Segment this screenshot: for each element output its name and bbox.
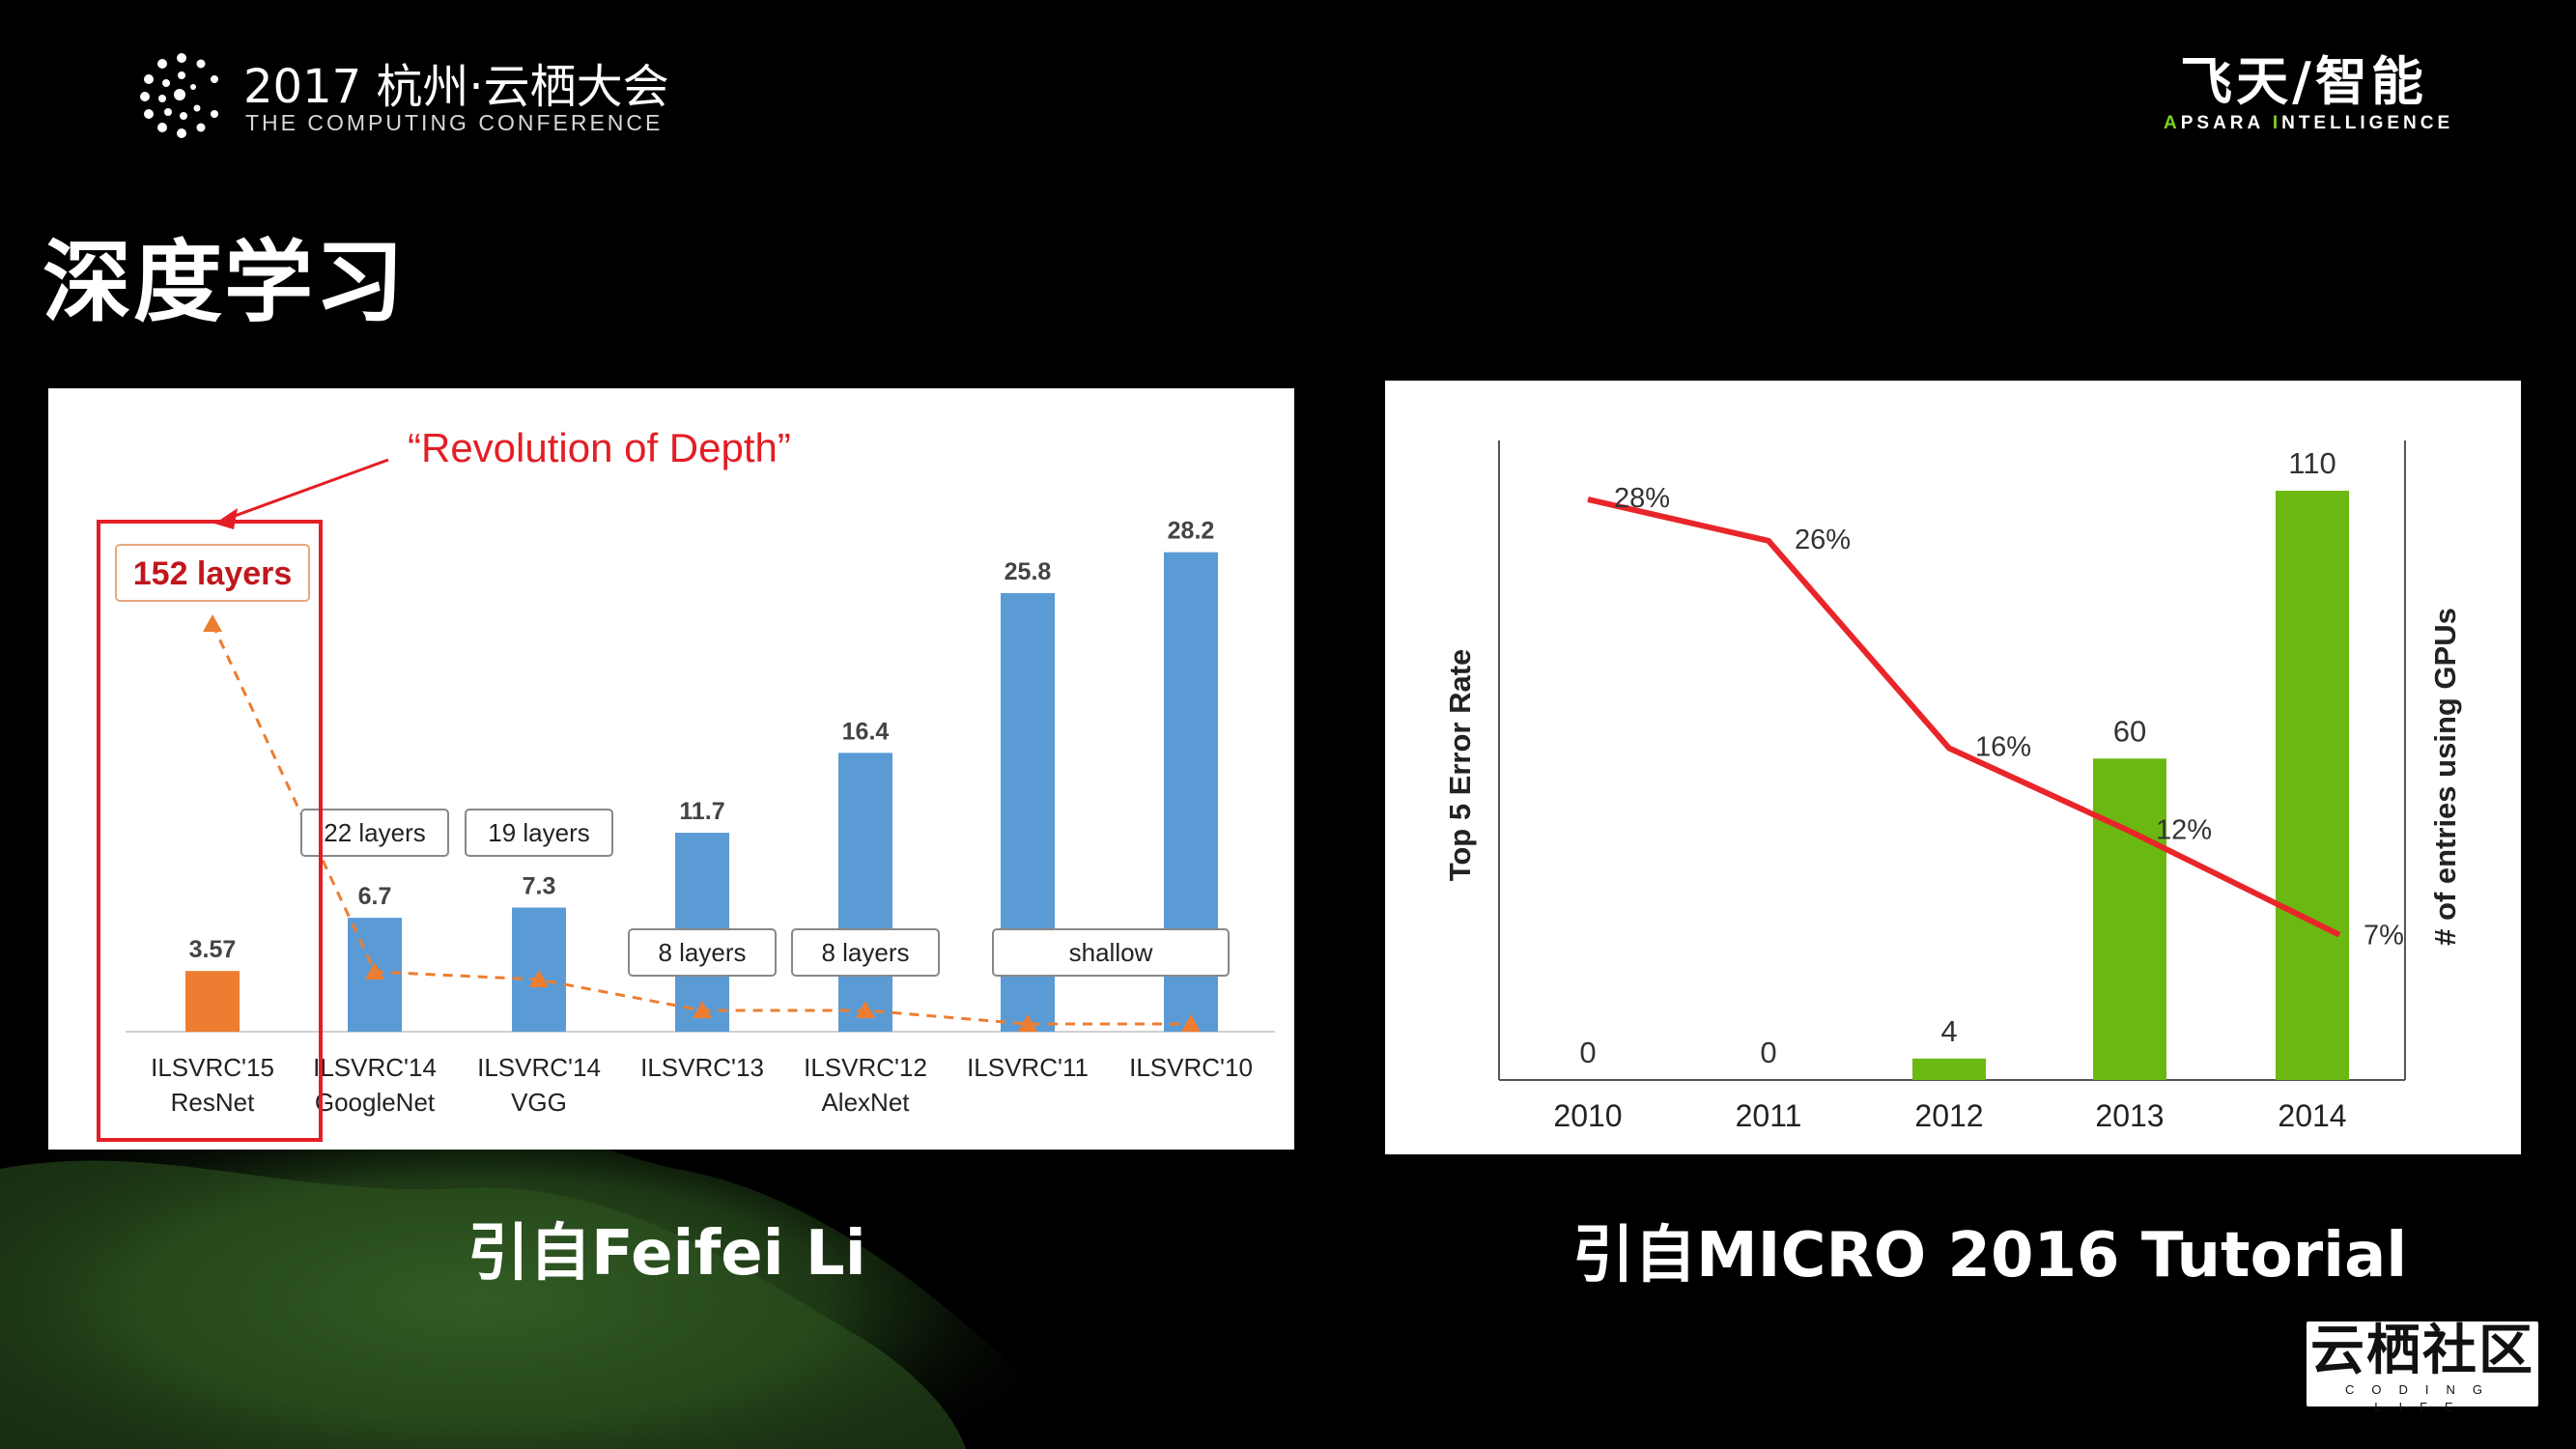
layer-box bbox=[628, 928, 777, 977]
caption-right: 引自MICRO 2016 Tutorial bbox=[1572, 1220, 2408, 1292]
page-title: 深度学习 bbox=[42, 231, 407, 334]
bar bbox=[838, 753, 892, 1032]
bar-value-label: 11.7 bbox=[679, 798, 724, 825]
bar bbox=[185, 971, 240, 1032]
layer-label: 19 layers bbox=[488, 818, 590, 847]
layer-label: 8 layers bbox=[658, 938, 746, 967]
bar-value-label: 25.8 bbox=[1005, 558, 1052, 585]
layer-box bbox=[115, 544, 310, 602]
gpu-bar-value-label: 60 bbox=[2113, 714, 2146, 748]
layer-label: 152 layers bbox=[133, 555, 293, 592]
x-tick-label: ILSVRC'11 bbox=[967, 1053, 1089, 1082]
x-tick-label: ILSVRC'12 bbox=[804, 1053, 927, 1082]
brand-word-a: PSARA bbox=[2180, 113, 2273, 133]
imagenet-depth-chart: 3.57 ILSVRC'15 ResNet 6.7 ILSVRC'14 GoogleNet… bbox=[97, 425, 1275, 1142]
gpu-error-chart: 0 2010 0 2011 4 2012 60 2013 110 2014 28% 26% 16% 12%… bbox=[1443, 440, 2462, 1133]
layer-label: 8 layers bbox=[821, 938, 909, 967]
x-tick-label: ILSVRC'10 bbox=[1129, 1053, 1253, 1082]
gpu-bar bbox=[1912, 1058, 1986, 1080]
apsara-brand: 飞天/智能 APSARA INTELLIGENCE bbox=[2164, 51, 2449, 134]
layer-box bbox=[992, 928, 1230, 977]
layer-box bbox=[791, 928, 940, 977]
bar-value-label: 3.57 bbox=[189, 936, 237, 963]
x-tick-label: 2011 bbox=[1736, 1098, 1802, 1133]
x-tick-label: ILSVRC'14 bbox=[477, 1053, 601, 1082]
layer-label: shallow bbox=[1069, 938, 1153, 967]
x-tick-sublabel: ResNet bbox=[171, 1088, 255, 1117]
error-rate-label: 7% bbox=[2364, 921, 2404, 952]
depth-marker bbox=[365, 962, 384, 980]
conference-title: 2017 杭州·云栖大会 bbox=[243, 60, 669, 114]
annotation-arrow-line bbox=[223, 458, 389, 522]
error-rate-label: 26% bbox=[1795, 525, 1851, 555]
x-tick-label: 2014 bbox=[2278, 1098, 2346, 1133]
gpu-bar-value-label: 0 bbox=[1579, 1036, 1596, 1069]
resnet-highlight-box bbox=[97, 520, 323, 1142]
brand-initial-i: I bbox=[2272, 113, 2282, 133]
error-rate-label: 16% bbox=[1975, 732, 2031, 763]
error-rate-label: 28% bbox=[1614, 483, 1670, 514]
x-tick-sublabel: AlexNet bbox=[821, 1088, 910, 1117]
depth-marker bbox=[693, 1001, 712, 1018]
gpu-bar-value-label: 110 bbox=[2288, 446, 2335, 480]
brand-name-cn: 飞天/智能 bbox=[2180, 51, 2427, 112]
x-tick-sublabel: GoogleNet bbox=[315, 1088, 436, 1117]
error-rate-line bbox=[1587, 497, 2341, 938]
bar-value-label: 28.2 bbox=[1168, 518, 1215, 545]
depth-marker bbox=[856, 1001, 875, 1018]
y-axis-label-right: # of entries using GPUs bbox=[2428, 608, 2462, 946]
gpu-bar bbox=[2276, 491, 2349, 1080]
brand-name-en: APSARA INTELLIGENCE bbox=[2164, 113, 2449, 134]
bar-value-label: 7.3 bbox=[523, 873, 556, 900]
gpu-bar bbox=[2093, 758, 2166, 1080]
conference-logo-icon bbox=[140, 53, 218, 138]
yunqi-community-badge: 云栖社区 CODING LIFE bbox=[2307, 1320, 2538, 1414]
error-rate-label: 12% bbox=[2156, 814, 2212, 845]
depth-marker bbox=[1181, 1014, 1201, 1032]
x-tick-label: ILSVRC'14 bbox=[313, 1053, 437, 1082]
caption-left: 引自Feifei Li bbox=[467, 1218, 866, 1290]
badge-name-en: CODING LIFE bbox=[2345, 1382, 2500, 1414]
y-axis-label-left: Top 5 Error Rate bbox=[1443, 649, 1477, 882]
gpu-bar-value-label: 4 bbox=[1940, 1014, 1957, 1048]
depth-marker bbox=[203, 614, 222, 632]
foliage-background bbox=[0, 1075, 1062, 1449]
annotation-arrow-head bbox=[214, 508, 238, 529]
x-tick-label: 2010 bbox=[1553, 1098, 1622, 1133]
depth-marker bbox=[1018, 1014, 1037, 1032]
bar-value-label: 6.7 bbox=[358, 883, 392, 910]
gpu-bar-value-label: 0 bbox=[1760, 1036, 1776, 1069]
x-tick-label: 2013 bbox=[2095, 1098, 2164, 1133]
conference-subtitle: THE COMPUTING CONFERENCE bbox=[245, 110, 664, 135]
x-tick-label: ILSVRC'13 bbox=[640, 1053, 764, 1082]
badge-name-cn: 云栖社区 bbox=[2310, 1320, 2534, 1382]
bar-value-label: 16.4 bbox=[842, 718, 890, 745]
depth-marker bbox=[529, 970, 549, 987]
layer-box bbox=[465, 809, 613, 857]
x-tick-label: 2012 bbox=[1914, 1098, 1983, 1133]
imagenet-depth-chart-panel: 3.57 ILSVRC'15 ResNet 6.7 ILSVRC'14 GoogleNet… bbox=[48, 388, 1294, 1150]
x-tick-label: ILSVRC'15 bbox=[151, 1053, 274, 1082]
brand-initial-a: A bbox=[2164, 113, 2181, 133]
x-tick-sublabel: VGG bbox=[511, 1088, 567, 1117]
gpu-error-chart-panel: 0 2010 0 2011 4 2012 60 2013 110 2014 28% 26% 16% 12%… bbox=[1385, 381, 2521, 1154]
layer-label: 22 layers bbox=[324, 818, 426, 847]
brand-word-i: NTELLIGENCE bbox=[2281, 113, 2454, 133]
bar bbox=[512, 907, 566, 1032]
layer-box bbox=[300, 809, 449, 857]
annotation-text: “Revolution of Depth” bbox=[408, 425, 791, 470]
